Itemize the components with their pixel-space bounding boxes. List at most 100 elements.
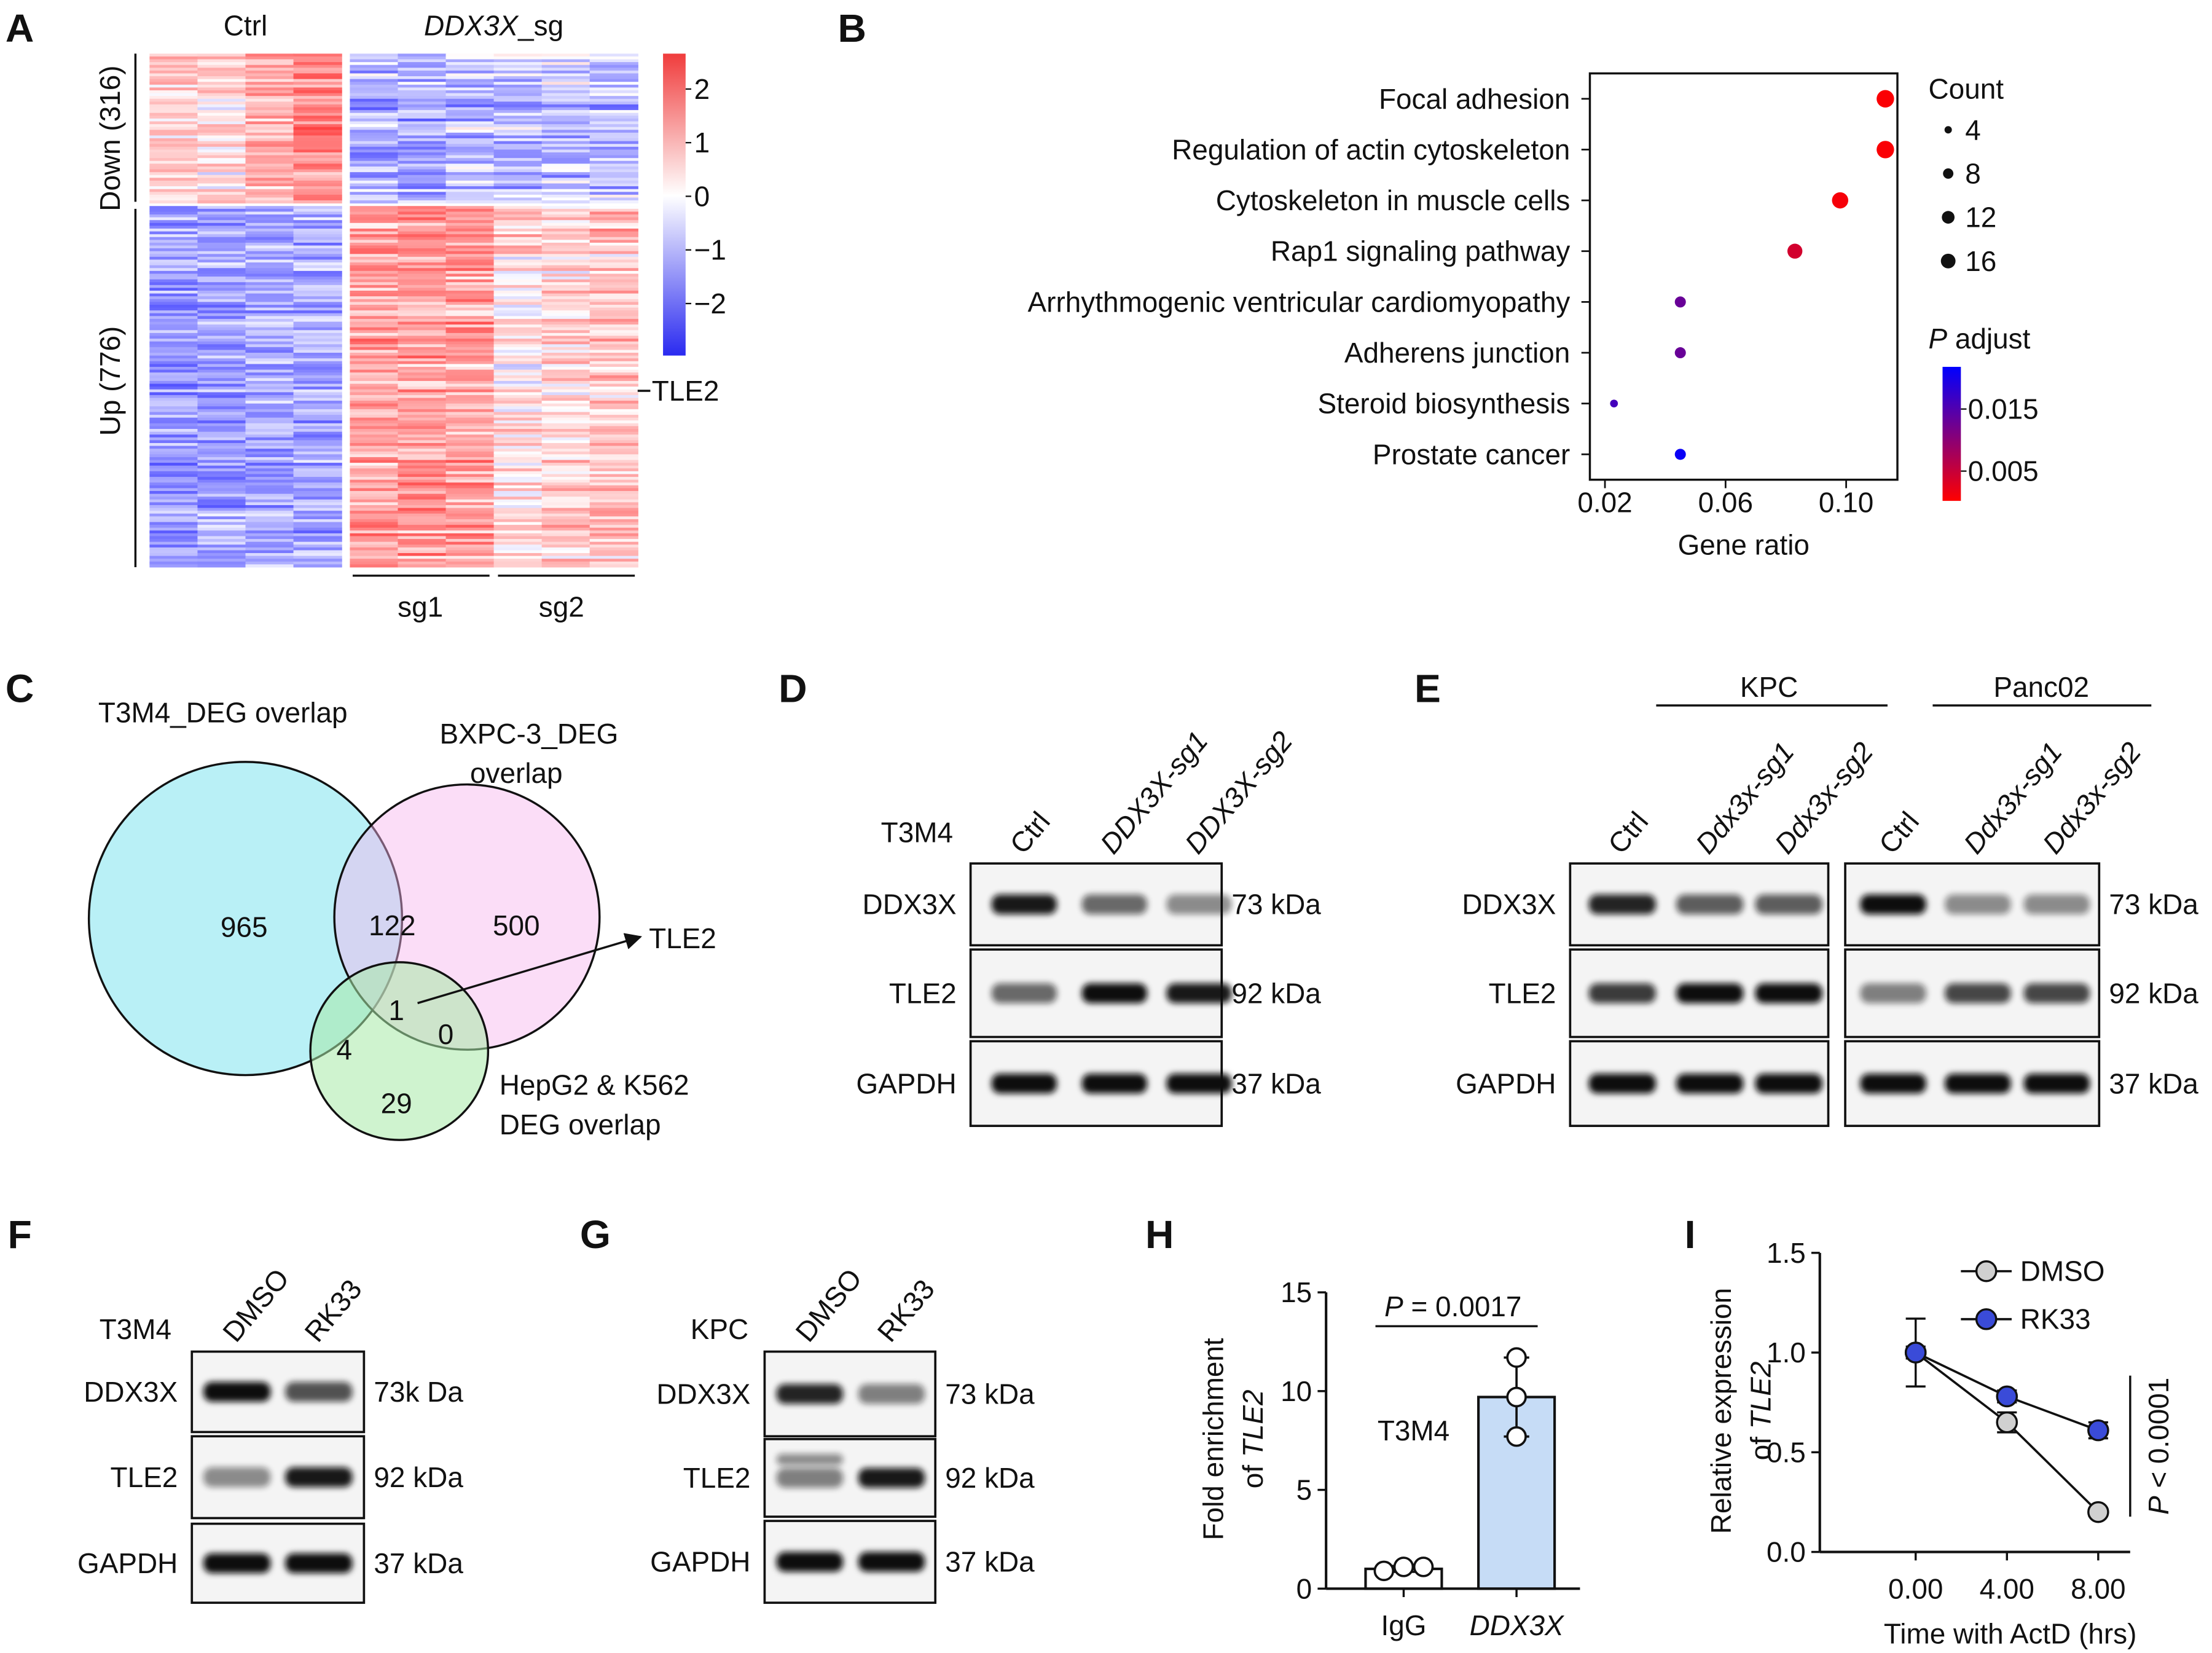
heatmap-cell bbox=[149, 152, 198, 156]
heatmap-cell bbox=[149, 124, 198, 128]
heatmap-cell bbox=[493, 240, 543, 243]
heatmap-cell bbox=[293, 265, 342, 269]
heatmap-cell bbox=[293, 268, 342, 272]
heatmap-cell bbox=[445, 327, 495, 331]
heatmap-cell bbox=[197, 341, 246, 345]
heatmap-cell bbox=[293, 53, 342, 57]
heatmap-cell bbox=[445, 217, 495, 221]
heatmap-cell bbox=[589, 431, 638, 435]
heatmap-cell bbox=[293, 242, 342, 246]
heatmap-cell bbox=[197, 104, 246, 108]
heatmap-cell bbox=[350, 141, 399, 144]
heatmap-cell bbox=[398, 457, 447, 460]
heatmap-cell bbox=[149, 347, 198, 350]
heatmap-cell bbox=[589, 82, 638, 85]
heatmap-cell bbox=[398, 304, 447, 308]
heatmap-cell bbox=[293, 332, 342, 336]
heatmap-cell bbox=[350, 415, 399, 418]
heatmap-cell bbox=[493, 104, 543, 108]
heatmap-cell bbox=[398, 110, 447, 114]
heatmap-cell bbox=[197, 270, 246, 274]
heatmap-cell bbox=[445, 353, 495, 356]
heatmap-cell bbox=[149, 245, 198, 249]
heatmap-cell bbox=[350, 556, 399, 559]
heatmap-cell bbox=[541, 401, 590, 404]
heatmap-cell bbox=[398, 90, 447, 94]
heatmap-cell bbox=[149, 460, 198, 463]
heatmap-cell bbox=[445, 270, 495, 274]
protein-label: GAPDH bbox=[856, 1067, 956, 1099]
heatmap-cell bbox=[493, 293, 543, 297]
heatmap-cell bbox=[541, 350, 590, 353]
heatmap-cell bbox=[350, 296, 399, 300]
heatmap-cell bbox=[350, 56, 399, 60]
heatmap-cell bbox=[350, 178, 399, 181]
heatmap-cell bbox=[493, 553, 543, 557]
heatmap-cell bbox=[445, 138, 495, 142]
heatmap-cell bbox=[398, 316, 447, 320]
heatmap-cell bbox=[149, 178, 198, 181]
heatmap-cell bbox=[197, 324, 246, 328]
legend-title-part: adjust bbox=[1947, 323, 2030, 355]
heatmap-cell bbox=[398, 541, 447, 545]
heatmap-cell bbox=[541, 463, 590, 466]
heatmap-cell bbox=[398, 465, 447, 469]
heatmap-cell bbox=[293, 442, 342, 447]
heatmap-cell bbox=[149, 146, 198, 150]
band bbox=[1166, 894, 1232, 914]
heatmap-cell bbox=[398, 217, 447, 221]
band bbox=[1166, 1074, 1232, 1094]
heatmap-cell bbox=[493, 206, 543, 210]
heatmap-cell bbox=[245, 358, 294, 362]
heatmap-cell bbox=[197, 56, 246, 60]
heatmap-cell bbox=[350, 163, 399, 167]
heatmap-cell bbox=[293, 437, 342, 441]
heatmap-cell bbox=[589, 366, 638, 371]
heatmap-cell bbox=[293, 525, 342, 528]
heatmap-cell bbox=[197, 336, 246, 339]
heatmap-cell bbox=[245, 392, 294, 396]
heatmap-cell bbox=[493, 279, 543, 283]
heatmap-cell bbox=[493, 231, 543, 235]
heatmap-cell bbox=[293, 530, 342, 534]
heatmap-cell bbox=[149, 118, 198, 122]
heatmap-cell bbox=[493, 375, 543, 379]
heatmap-cell bbox=[245, 121, 294, 125]
heatmap-cell bbox=[197, 231, 246, 235]
heatmap-cell bbox=[149, 366, 198, 371]
heatmap-cell bbox=[589, 144, 638, 147]
heatmap-cell bbox=[398, 158, 447, 162]
heatmap-cell bbox=[293, 160, 342, 164]
heatmap-cell bbox=[493, 291, 543, 294]
heatmap-cell bbox=[493, 429, 543, 433]
heatmap-cell bbox=[245, 341, 294, 345]
heatmap-cell bbox=[589, 254, 638, 257]
size-label: 73 kDa bbox=[1231, 889, 1321, 921]
heatmap-cell bbox=[293, 194, 342, 198]
heatmap-cell bbox=[149, 214, 198, 218]
heatmap-cell bbox=[293, 536, 342, 540]
heatmap-cell bbox=[197, 423, 246, 426]
heatmap-cell bbox=[445, 82, 495, 85]
heatmap-cell bbox=[350, 406, 399, 410]
heatmap-cell bbox=[541, 166, 590, 170]
heatmap-cell bbox=[445, 124, 495, 128]
heatmap-cell bbox=[493, 389, 543, 393]
heatmap-cell bbox=[589, 76, 638, 80]
heatmap-cell bbox=[197, 118, 246, 122]
heatmap-cell bbox=[245, 426, 294, 430]
band bbox=[858, 1552, 925, 1572]
size-label: 37 kDa bbox=[1231, 1067, 1321, 1099]
heatmap-cell bbox=[149, 251, 198, 254]
heatmap-cell bbox=[197, 513, 246, 517]
heatmap-cell bbox=[398, 231, 447, 235]
heatmap-cell bbox=[293, 293, 342, 297]
heatmap-cell bbox=[589, 423, 638, 426]
heatmap-cell bbox=[493, 511, 543, 514]
heatmap-cell bbox=[149, 454, 198, 458]
heatmap-cell bbox=[493, 53, 543, 57]
heatmap-cell bbox=[589, 62, 638, 66]
heatmap-cell bbox=[493, 310, 543, 314]
heatmap-cell bbox=[589, 350, 638, 353]
heatmap-cell bbox=[197, 332, 246, 336]
